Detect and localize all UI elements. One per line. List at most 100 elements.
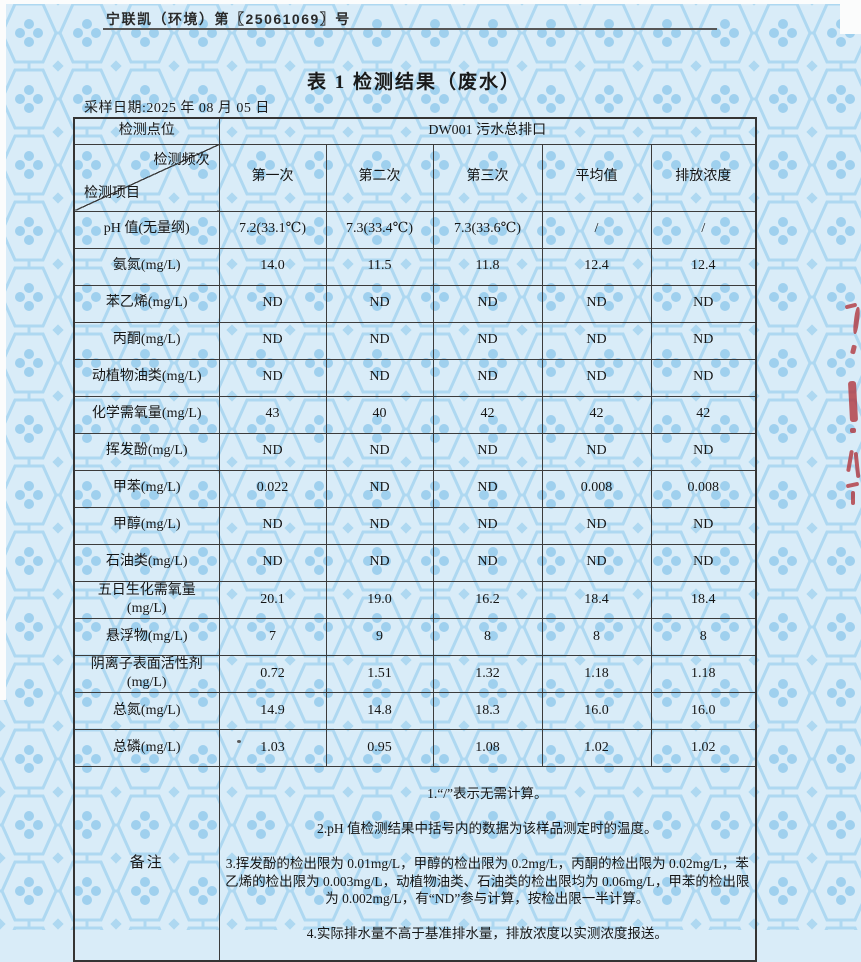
parameter-value: 16.0 (541, 692, 652, 731)
parameter-label: 悬浮物(mg/L) (73, 617, 220, 656)
results-table: 检测点位 DW001 污水总排口 检测频次 检测项目 第一次 第二次 第三次 平… (73, 117, 758, 962)
parameter-value: ND (432, 469, 543, 508)
remark-line: 2.pH 值检测结果中括号内的数据为该样品测定时的温度。 (317, 820, 658, 836)
parameter-value: 1.08 (432, 729, 543, 768)
parameter-value: 7.2(33.1℃) (218, 210, 327, 249)
parameter-label: 五日生化需氧量 (mg/L) (73, 580, 220, 619)
parameter-value: 42 (650, 395, 757, 434)
parameter-value: ND (325, 432, 434, 471)
parameter-value: ND (432, 543, 543, 582)
parameter-label: 挥发酚(mg/L) (73, 432, 220, 471)
column-header: 排放浓度 (650, 143, 757, 212)
parameter-label: 总氮(mg/L) (73, 692, 220, 731)
diagonal-label-item: 检测项目 (84, 186, 140, 202)
parameter-row: 动植物油类(mg/L) ND ND ND ND ND (73, 358, 757, 397)
parameter-row: 悬浮物(mg/L) 7 9 8 8 8 (73, 617, 757, 656)
header-rule (103, 28, 717, 30)
parameter-value: ND (218, 506, 327, 545)
parameter-value: ND (650, 432, 757, 471)
parameter-value: 18.4 (541, 580, 652, 619)
parameter-label: 总磷(mg/L) (73, 729, 220, 768)
parameter-row: 化学需氧量(mg/L) 43 40 42 42 42 (73, 395, 757, 434)
parameter-value: ND (325, 469, 434, 508)
parameter-value: ND (325, 284, 434, 323)
column-header: 第三次 (432, 143, 543, 212)
parameter-value: 19.0 (325, 580, 434, 619)
parameter-value: / (650, 210, 757, 249)
parameter-row: pH 值(无量纲) 7.2(33.1℃) 7.3(33.4℃) 7.3(33.6℃) /… (73, 210, 757, 249)
parameter-value: 1.32 (432, 654, 543, 694)
parameter-value: 18.3 (432, 692, 543, 731)
parameter-value: ND (325, 543, 434, 582)
parameter-value: 43 (218, 395, 327, 434)
parameter-label: 甲苯(mg/L) (73, 469, 220, 508)
remark-line: 1.“/”表示无需计算。 (427, 785, 548, 801)
remarks-row: 备注 1.“/”表示无需计算。 2.pH 值检测结果中括号内的数据为该样品测定时… (73, 766, 757, 962)
parameter-row: 总磷(mg/L) 1.03 0.95 1.08 1.02 1.02 (73, 729, 757, 768)
parameter-value: ND (541, 284, 652, 323)
parameter-label: 石油类(mg/L) (73, 543, 220, 582)
parameter-value: 18.4 (650, 580, 757, 619)
parameter-value: ND (541, 432, 652, 471)
parameter-value: 0.95 (325, 729, 434, 768)
monitor-point-label: 检测点位 (73, 117, 220, 145)
monitor-point-value: DW001 污水总排口 (218, 117, 757, 145)
parameter-value: 42 (432, 395, 543, 434)
document-number: 宁联凯（环境）第〖25061069〗号 (106, 11, 351, 27)
parameter-value: 1.02 (541, 729, 652, 768)
parameter-row: 氨氮(mg/L) 14.0 11.5 11.8 12.4 12.4 (73, 247, 757, 286)
parameter-value: 7 (218, 617, 327, 656)
column-header: 第一次 (218, 143, 327, 212)
parameter-value: ND (432, 432, 543, 471)
parameter-value: ND (541, 543, 652, 582)
parameter-row: 甲醇(mg/L) ND ND ND ND ND (73, 506, 757, 545)
parameter-value: 12.4 (541, 247, 652, 286)
parameter-value: ND (218, 321, 327, 360)
parameter-label: 化学需氧量(mg/L) (73, 395, 220, 434)
parameter-value: 8 (432, 617, 543, 656)
parameter-label: 阴离子表面活性剂 (mg/L) (73, 654, 220, 694)
monitor-point-row: 检测点位 DW001 污水总排口 (73, 117, 757, 145)
parameter-value: ND (541, 321, 652, 360)
parameter-value: 14.0 (218, 247, 327, 286)
diagonal-label-frequency: 检测频次 (153, 152, 210, 168)
parameter-value: ND (218, 432, 327, 471)
parameter-value: ND (218, 284, 327, 323)
column-header-row: 检测频次 检测项目 第一次 第二次 第三次 平均值 排放浓度 (73, 143, 757, 212)
remark-line: 4.实际排水量不高于基准排水量，排放浓度以实测浓度报送。 (306, 926, 668, 942)
parameter-row: 石油类(mg/L) ND ND ND ND ND (73, 543, 757, 582)
parameter-value: 0.008 (650, 469, 757, 508)
scan-edge-top (0, 0, 861, 4)
remark-line: 3.挥发酚的检出限为 0.01mg/L，甲醇的检出限为 0.2mg/L，丙酮的检… (225, 855, 750, 907)
parameter-label: 氨氮(mg/L) (73, 247, 220, 286)
parameter-value: ND (325, 506, 434, 545)
parameter-value: 1.18 (650, 654, 757, 694)
parameter-value: 1.18 (541, 654, 652, 694)
parameter-value: ND (432, 284, 543, 323)
parameter-label: pH 值(无量纲) (73, 210, 220, 249)
parameter-value: 16.0 (650, 692, 757, 731)
table-body: 检测点位 DW001 污水总排口 检测频次 检测项目 第一次 第二次 第三次 平… (73, 117, 757, 962)
parameter-label: 苯乙烯(mg/L) (73, 284, 220, 323)
parameter-value: ND (218, 543, 327, 582)
parameter-value: ND (650, 358, 757, 397)
parameter-value: ND (650, 284, 757, 323)
column-header: 第二次 (325, 143, 434, 212)
parameter-value: 0.022 (218, 469, 327, 508)
parameter-value: ND (650, 543, 757, 582)
parameter-value: 16.2 (432, 580, 543, 619)
parameter-label: 丙酮(mg/L) (73, 321, 220, 360)
parameter-label: 甲醇(mg/L) (73, 506, 220, 545)
parameter-value: 11.5 (325, 247, 434, 286)
parameter-value: ND (541, 506, 652, 545)
parameter-row: 丙酮(mg/L) ND ND ND ND ND (73, 321, 757, 360)
parameter-value: ND (432, 358, 543, 397)
parameter-value: 1.03 (218, 729, 327, 768)
parameter-value: 1.51 (325, 654, 434, 694)
parameter-value: 0.72 (218, 654, 327, 694)
parameter-value: 0.008 (541, 469, 652, 508)
remarks-label: 备注 (73, 766, 220, 962)
parameter-value: 1.02 (650, 729, 757, 768)
parameter-row: 阴离子表面活性剂 (mg/L) 0.72 1.51 1.32 1.18 1.18 (73, 654, 757, 694)
